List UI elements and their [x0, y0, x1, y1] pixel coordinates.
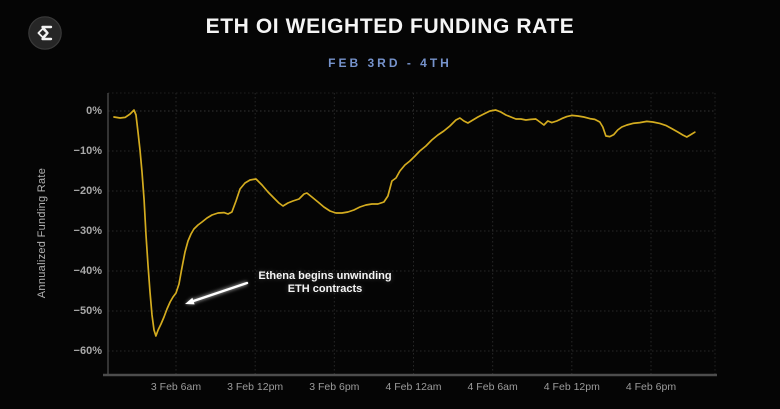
y-tick-label: 0% — [86, 105, 102, 117]
annotation-arrow — [185, 281, 249, 305]
x-tick-label: 4 Feb 6am — [467, 381, 518, 393]
gridlines — [108, 93, 715, 374]
page-subtitle: FEB 3RD - 4TH — [328, 56, 452, 70]
x-tick-label: 3 Feb 6am — [150, 381, 202, 393]
y-tick-label: −20% — [73, 185, 102, 197]
page-title: ETH OI WEIGHTED FUNDING RATE — [205, 15, 575, 38]
y-tick-label: −50% — [73, 305, 102, 317]
y-tick-label: −60% — [73, 345, 102, 357]
x-tick-label: 3 Feb 12pm — [227, 381, 284, 393]
y-tick-label: −10% — [73, 145, 102, 157]
sigma-diamond-logo-icon — [28, 16, 62, 50]
x-tick-label: 4 Feb 12am — [385, 381, 442, 393]
y-tick-label: −30% — [73, 225, 102, 237]
y-tick-label: −40% — [73, 265, 102, 277]
annotation-line-2: ETH contracts — [287, 283, 363, 295]
annotation-line-1: Ethena begins unwinding — [258, 270, 392, 282]
funding-rate-line — [113, 109, 696, 337]
x-tick-label: 3 Feb 6pm — [309, 381, 360, 393]
x-tick-label: 4 Feb 12pm — [543, 381, 600, 393]
x-tick-label: 4 Feb 6pm — [625, 381, 677, 393]
annotation-text: Ethena begins unwinding ETH contracts — [258, 270, 391, 296]
